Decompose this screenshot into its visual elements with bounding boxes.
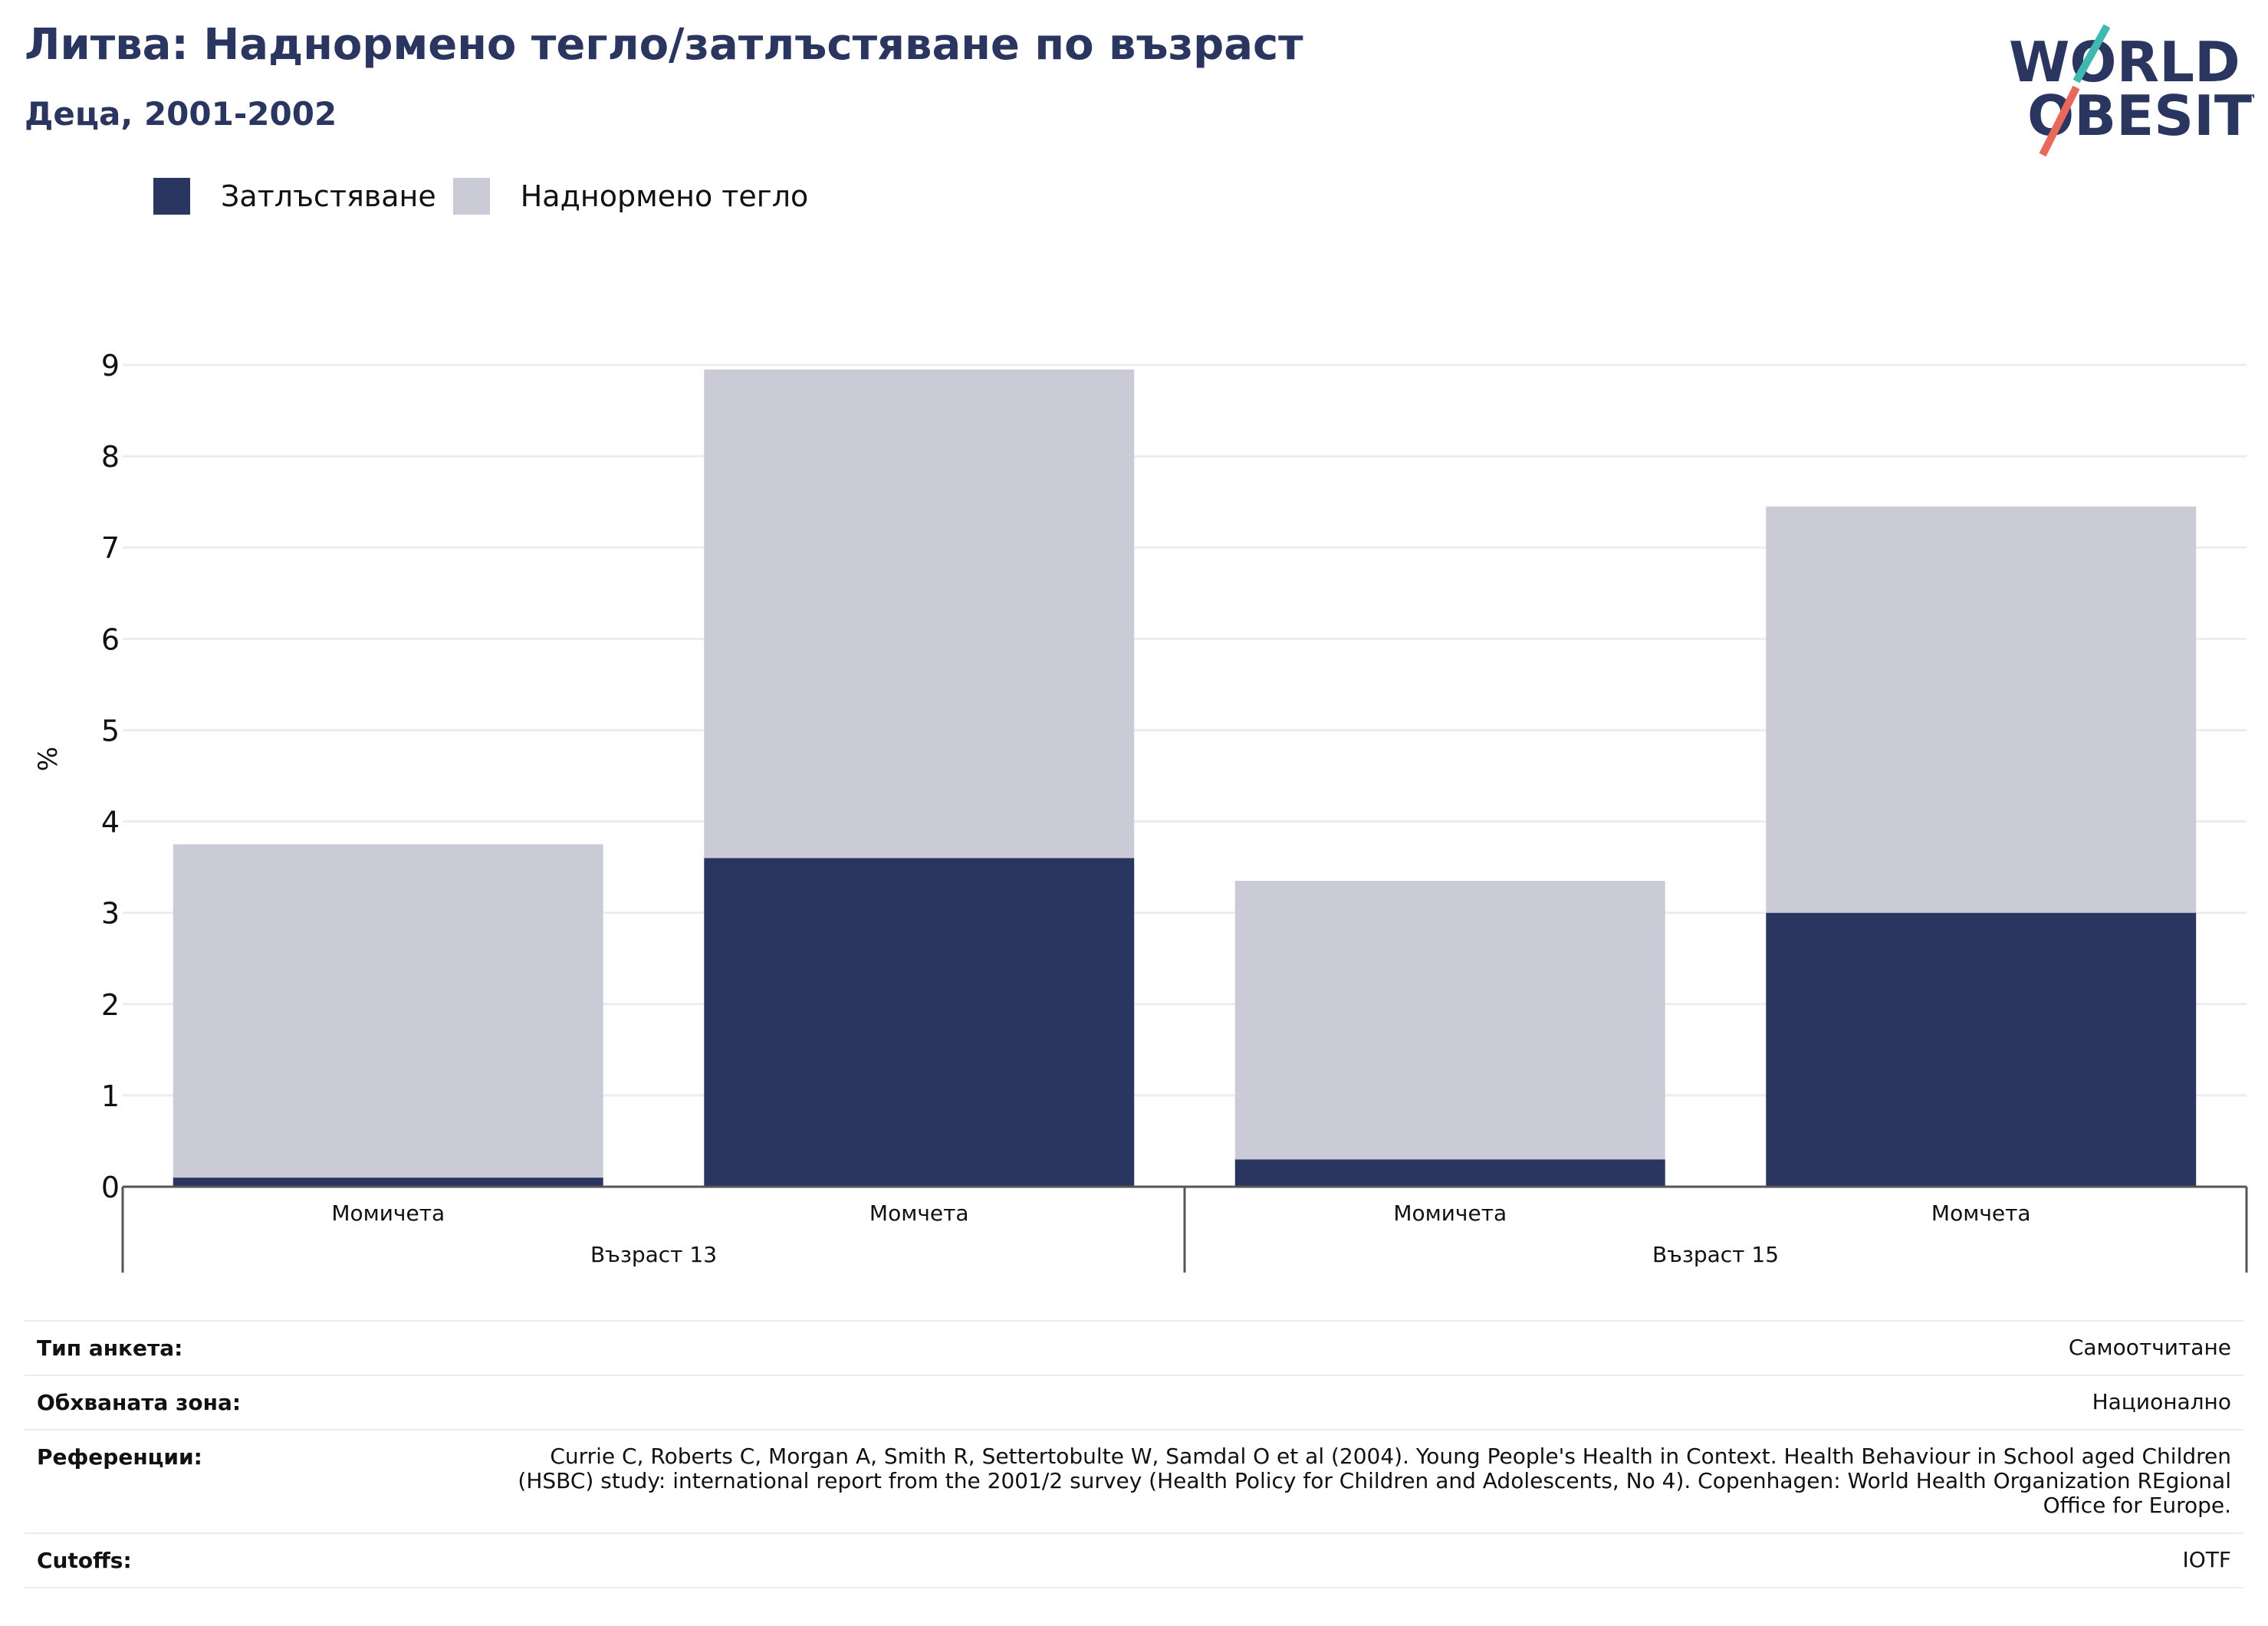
logo-coral-slash bbox=[2039, 85, 2080, 157]
meta-row-cutoffs: Cutoffs: IOTF bbox=[25, 1532, 2243, 1588]
bar-obesity bbox=[1234, 1159, 1665, 1187]
y-tick-label: 5 bbox=[101, 714, 120, 747]
y-tick-label: 9 bbox=[101, 349, 120, 383]
y-tick-label: 7 bbox=[101, 531, 120, 565]
bar-obesity bbox=[704, 858, 1135, 1187]
meta-label: Cutoffs: bbox=[37, 1547, 132, 1573]
y-tick-label: 0 bbox=[101, 1171, 120, 1204]
x-category-label: Момичета bbox=[1393, 1201, 1507, 1226]
x-group-label: Възраст 15 bbox=[1652, 1242, 1779, 1267]
metadata-table: Тип анкета: Самоотчитане Обхваната зона:… bbox=[25, 1320, 2243, 1588]
bar-overweight bbox=[173, 844, 603, 1178]
x-category-label: Момичета bbox=[331, 1201, 445, 1226]
logo-teal-slash bbox=[2072, 24, 2111, 84]
legend-label-obesity: Затлъстяване bbox=[221, 179, 436, 213]
legend-item-obesity: Затлъстяване bbox=[153, 178, 436, 215]
y-tick-label: 1 bbox=[101, 1079, 120, 1113]
logo-line1: WORLD bbox=[2009, 30, 2240, 94]
x-category-label: Момчета bbox=[1931, 1201, 2031, 1226]
meta-value: Самоотчитане bbox=[2068, 1335, 2231, 1360]
y-tick-label: 6 bbox=[101, 622, 120, 656]
legend-item-overweight: Наднормено тегло bbox=[452, 178, 809, 215]
chart-legend: Затлъстяване Наднормено тегло bbox=[153, 178, 825, 215]
x-category-label: Момчета bbox=[869, 1201, 969, 1226]
bar-overweight bbox=[704, 369, 1135, 859]
meta-row-survey-type: Тип анкета: Самоотчитане bbox=[25, 1320, 2243, 1375]
legend-swatch-obesity bbox=[153, 178, 190, 215]
y-tick-label: 2 bbox=[101, 988, 120, 1022]
meta-row-area: Обхваната зона: Национално bbox=[25, 1375, 2243, 1429]
legend-label-overweight: Наднормено тегло bbox=[520, 179, 809, 213]
meta-row-references: Референции: Currie C, Roberts C, Morgan … bbox=[25, 1429, 2243, 1532]
y-tick-label: 3 bbox=[101, 897, 120, 931]
meta-value: IOTF bbox=[2182, 1546, 2231, 1572]
legend-swatch-overweight bbox=[452, 178, 490, 215]
bar-overweight bbox=[1234, 880, 1665, 1160]
meta-label: Референции: bbox=[37, 1444, 202, 1470]
bar-overweight bbox=[1766, 506, 2197, 913]
meta-value: Currie C, Roberts C, Morgan A, Smith R, … bbox=[518, 1444, 2231, 1519]
chart-title: Литва: Наднормено тегло/затлъстяване по … bbox=[25, 20, 1303, 70]
x-group-label: Възраст 13 bbox=[590, 1242, 717, 1267]
meta-label: Обхваната зона: bbox=[37, 1390, 242, 1415]
y-tick-label: 4 bbox=[101, 806, 120, 839]
meta-label: Тип анкета: bbox=[37, 1335, 183, 1361]
bar-obesity bbox=[1766, 912, 2197, 1187]
chart-subtitle: Деца, 2001-2002 bbox=[25, 95, 337, 133]
y-tick-label: 8 bbox=[101, 440, 120, 474]
meta-value: Национално bbox=[2092, 1389, 2231, 1414]
bar-obesity bbox=[173, 1178, 603, 1187]
y-axis-label: % bbox=[33, 747, 64, 771]
stacked-bar-chart: 0 1 2 3 4 5 6 7 8 9% Момичета Момчета Момичета Момчет… bbox=[33, 349, 2248, 1273]
world-obesity-logo: WORLD OBESITY bbox=[2009, 24, 2254, 157]
